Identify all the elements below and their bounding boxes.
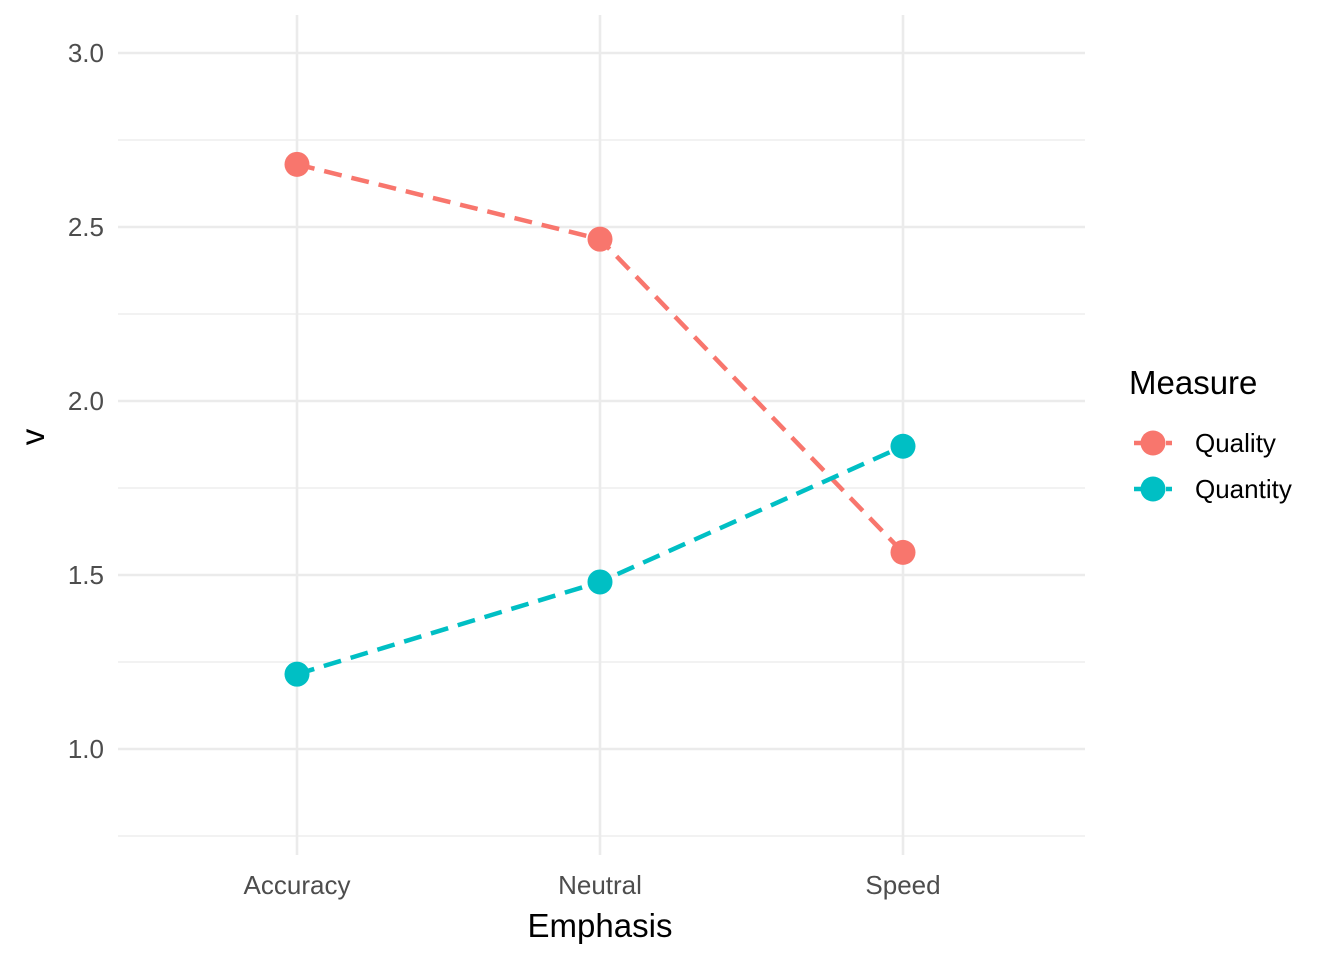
y-tick-label: 3.0	[68, 38, 104, 68]
x-tick-label: Accuracy	[244, 870, 351, 900]
legend: Measure Quality Quantity	[1129, 364, 1292, 504]
y-tick-label: 1.0	[68, 734, 104, 764]
legend-label: Quality	[1195, 428, 1276, 458]
y-tick-label: 1.5	[68, 560, 104, 590]
series-points	[284, 151, 916, 687]
x-axis-title: Emphasis	[528, 907, 673, 944]
data-point-quantity-accuracy	[284, 661, 310, 687]
major-gridlines	[118, 15, 1085, 855]
data-point-quality-speed	[890, 539, 916, 565]
y-tick-label: 2.0	[68, 386, 104, 416]
data-point-quantity-speed	[890, 433, 916, 459]
y-axis-tick-labels: 1.0 1.5 2.0 2.5 3.0	[68, 38, 104, 764]
data-point-quality-neutral	[587, 226, 613, 252]
x-tick-label: Neutral	[558, 870, 642, 900]
legend-items: Quality Quantity	[1134, 428, 1292, 504]
legend-title: Measure	[1129, 364, 1257, 401]
legend-item-quality: Quality	[1134, 428, 1276, 458]
legend-label: Quantity	[1195, 474, 1292, 504]
legend-key-point	[1140, 430, 1166, 456]
x-tick-label: Speed	[865, 870, 940, 900]
minor-gridlines	[118, 139, 1085, 837]
data-point-quantity-neutral	[587, 569, 613, 595]
legend-key-point	[1140, 476, 1166, 502]
legend-item-quantity: Quantity	[1134, 474, 1292, 504]
y-axis-title: v	[14, 428, 51, 445]
data-point-quality-accuracy	[284, 151, 310, 177]
y-tick-label: 2.5	[68, 212, 104, 242]
x-axis-tick-labels: Accuracy Neutral Speed	[244, 870, 941, 900]
